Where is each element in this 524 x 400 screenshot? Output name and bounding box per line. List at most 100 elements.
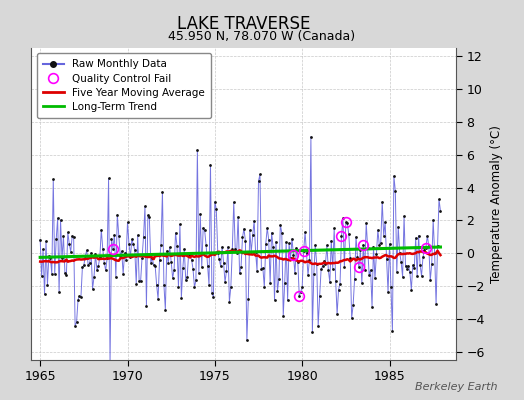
Point bbox=[104, 175, 113, 182]
Point bbox=[312, 261, 321, 267]
Point bbox=[397, 259, 406, 265]
Point bbox=[392, 268, 401, 275]
Point bbox=[333, 311, 341, 317]
Point bbox=[180, 246, 189, 253]
Point bbox=[190, 284, 199, 290]
Point bbox=[71, 322, 79, 329]
Point bbox=[225, 298, 234, 305]
Point bbox=[433, 243, 442, 250]
Point bbox=[288, 236, 296, 242]
Point bbox=[235, 270, 244, 276]
Point bbox=[275, 276, 283, 282]
Point bbox=[59, 233, 68, 240]
Point bbox=[123, 219, 132, 226]
Point bbox=[353, 254, 362, 260]
Point bbox=[256, 171, 264, 178]
Point bbox=[164, 260, 172, 266]
Point bbox=[293, 259, 302, 265]
Point bbox=[247, 248, 255, 255]
Point bbox=[346, 254, 354, 261]
Point bbox=[366, 267, 375, 273]
Point bbox=[391, 188, 399, 194]
Point bbox=[151, 262, 159, 269]
Point bbox=[148, 255, 157, 261]
Point bbox=[90, 274, 98, 280]
Point bbox=[278, 230, 286, 236]
Point bbox=[419, 254, 427, 260]
Point bbox=[40, 291, 49, 298]
Point bbox=[336, 281, 344, 287]
Point bbox=[340, 264, 348, 270]
Point bbox=[216, 263, 225, 269]
Point bbox=[308, 329, 316, 335]
Text: 45.950 N, 78.070 W (Canada): 45.950 N, 78.070 W (Canada) bbox=[168, 30, 356, 43]
Point bbox=[211, 198, 219, 205]
Point bbox=[286, 255, 294, 261]
Point bbox=[186, 252, 194, 258]
Point bbox=[369, 244, 378, 250]
Point bbox=[42, 238, 50, 244]
Point bbox=[269, 244, 277, 250]
Legend: Raw Monthly Data, Quality Control Fail, Five Year Moving Average, Long-Term Tren: Raw Monthly Data, Quality Control Fail, … bbox=[37, 53, 211, 118]
Point bbox=[106, 359, 114, 366]
Point bbox=[63, 229, 72, 236]
Point bbox=[261, 240, 270, 247]
Point bbox=[93, 267, 101, 274]
Point bbox=[436, 208, 445, 214]
Point bbox=[323, 242, 331, 248]
Point bbox=[149, 262, 158, 268]
Point bbox=[356, 247, 365, 254]
Point bbox=[189, 266, 197, 272]
Point bbox=[78, 264, 86, 271]
Point bbox=[417, 273, 425, 279]
Point bbox=[422, 245, 430, 251]
Point bbox=[358, 280, 366, 286]
Point bbox=[224, 244, 232, 250]
Point bbox=[170, 266, 178, 273]
Point bbox=[81, 253, 90, 259]
Point bbox=[324, 267, 333, 274]
Point bbox=[240, 226, 248, 232]
Point bbox=[162, 248, 171, 254]
Point bbox=[276, 222, 285, 228]
Point bbox=[270, 297, 279, 303]
Point bbox=[304, 272, 312, 278]
Point bbox=[423, 232, 432, 239]
Point bbox=[266, 280, 275, 286]
Point bbox=[89, 286, 97, 292]
Point bbox=[355, 264, 363, 270]
Point bbox=[72, 319, 81, 326]
Point bbox=[43, 282, 52, 288]
Point bbox=[320, 258, 328, 264]
Point bbox=[52, 236, 60, 243]
Point bbox=[134, 232, 142, 238]
Point bbox=[181, 277, 190, 283]
Point bbox=[260, 284, 268, 290]
Point bbox=[176, 221, 184, 228]
Point bbox=[100, 260, 108, 266]
Point bbox=[167, 258, 176, 265]
Point bbox=[67, 248, 75, 255]
Point bbox=[205, 282, 213, 288]
Point bbox=[404, 262, 412, 269]
Point bbox=[265, 236, 273, 243]
Point bbox=[179, 265, 187, 272]
Point bbox=[252, 249, 260, 255]
Point bbox=[227, 284, 235, 290]
Point bbox=[374, 227, 382, 233]
Point bbox=[244, 296, 253, 302]
Point bbox=[53, 215, 62, 221]
Y-axis label: Temperature Anomaly (°C): Temperature Anomaly (°C) bbox=[490, 125, 503, 283]
Point bbox=[97, 226, 105, 233]
Point bbox=[263, 225, 271, 231]
Point bbox=[279, 312, 288, 319]
Point bbox=[103, 255, 111, 262]
Point bbox=[155, 257, 163, 264]
Point bbox=[173, 242, 181, 249]
Point bbox=[202, 242, 210, 248]
Point bbox=[203, 263, 212, 269]
Point bbox=[228, 246, 236, 252]
Point bbox=[158, 189, 167, 195]
Point bbox=[218, 244, 226, 250]
Point bbox=[168, 275, 177, 281]
